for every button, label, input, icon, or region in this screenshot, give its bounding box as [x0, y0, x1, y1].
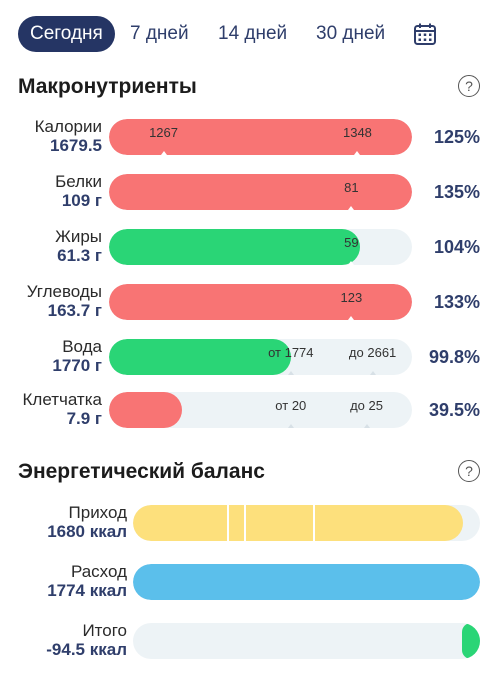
macro-row-fiber: Клетчатка 7.9 г от 20 до 25 39.5% — [0, 390, 497, 430]
energy-progress-bar — [133, 623, 480, 659]
energy-value: -94.5 ккал — [46, 640, 127, 659]
macro-name: Белки — [55, 172, 102, 191]
macro-percent: 135% — [433, 182, 480, 202]
macro-target-marker: от 1774 — [268, 345, 314, 360]
macros-help-icon[interactable]: ? — [458, 75, 480, 97]
macro-value: 1770 г — [52, 356, 102, 375]
macro-name: Вода — [62, 337, 102, 356]
macro-value: 1679.5 — [50, 136, 102, 155]
macro-value: 61.3 г — [57, 246, 102, 265]
macro-row-carbs: Углеводы 163.7 г 123 133% — [0, 282, 497, 322]
macro-value: 163.7 г — [47, 301, 102, 320]
macro-row-fat: Жиры 61.3 г 59 104% — [0, 227, 497, 267]
macro-label: Калории 1679.5 — [35, 117, 102, 155]
energy-row-expense: Расход 1774 ккал — [0, 562, 497, 602]
energy-row-income: Приход 1680 ккал — [0, 503, 497, 543]
macro-progress-bar: 1267 1348 — [109, 119, 412, 155]
energy-progress-bar — [133, 505, 480, 541]
macro-target-tick — [287, 424, 294, 428]
macro-progress-bar: 123 — [109, 284, 412, 320]
tab-14-days[interactable]: 14 дней — [218, 23, 288, 44]
energy-progress-fill — [133, 505, 463, 541]
macro-value: 7.9 г — [66, 409, 102, 428]
energy-label: Итого -94.5 ккал — [46, 621, 127, 659]
energy-segment-divider — [313, 505, 316, 541]
energy-label: Приход 1680 ккал — [47, 503, 127, 541]
macro-target-tick — [363, 424, 370, 428]
energy-segment-divider — [226, 505, 229, 541]
macro-target-marker: до 2661 — [348, 345, 397, 360]
macro-target-tick — [369, 371, 376, 375]
energy-value: 1680 ккал — [47, 522, 127, 541]
macro-progress-bar: 59 — [109, 229, 412, 265]
macro-target-tick — [354, 151, 361, 155]
macro-target-tick — [160, 151, 167, 155]
macro-target-marker: 123 — [340, 290, 363, 305]
macro-percent: 99.8% — [428, 347, 480, 367]
energy-progress-bar — [133, 564, 480, 600]
macro-label: Углеводы 163.7 г — [27, 282, 102, 320]
macro-target-tick — [348, 206, 355, 210]
macro-row-calories: Калории 1679.5 1267 1348 125% — [0, 117, 497, 157]
macro-target-marker: 81 — [344, 180, 359, 195]
calendar-icon[interactable] — [413, 22, 437, 46]
tab-today[interactable]: Сегодня — [18, 16, 115, 52]
energy-segment-divider — [244, 505, 247, 541]
macro-label: Белки 109 г — [55, 172, 102, 210]
energy-title: Энергетический баланс — [18, 460, 265, 483]
macros-title: Макронутриенты — [18, 75, 197, 98]
tab-30-days[interactable]: 30 дней — [316, 23, 386, 44]
macro-target-tick — [287, 371, 294, 375]
macro-progress-bar: от 20 до 25 — [109, 392, 412, 428]
macro-progress-fill — [109, 174, 412, 210]
macro-target-marker: до 25 — [350, 398, 383, 413]
macro-percent: 39.5% — [428, 400, 480, 420]
energy-value: 1774 ккал — [47, 581, 127, 600]
macro-progress-fill — [109, 392, 182, 428]
macro-name: Клетчатка — [22, 390, 103, 409]
macro-value: 109 г — [61, 191, 102, 210]
macro-progress-bar: 81 — [109, 174, 412, 210]
macro-progress-bar: от 1774 до 2661 — [109, 339, 412, 375]
energy-name: Итого — [82, 621, 127, 640]
macro-percent: 133% — [433, 292, 480, 312]
macro-row-protein: Белки 109 г 81 135% — [0, 172, 497, 212]
macro-name: Углеводы — [26, 282, 102, 301]
macro-label: Вода 1770 г — [52, 337, 102, 375]
energy-name: Расход — [70, 562, 127, 581]
macro-percent: 104% — [433, 237, 480, 257]
energy-progress-fill — [133, 564, 480, 600]
macro-target-tick — [348, 261, 355, 265]
macro-target-marker: 1348 — [342, 125, 372, 140]
macro-row-water: Вода 1770 г от 1774 до 2661 99.8% — [0, 337, 497, 377]
macro-percent: 125% — [433, 127, 480, 147]
macro-target-marker: 1267 — [149, 125, 178, 140]
macro-label: Клетчатка 7.9 г — [23, 390, 103, 428]
macro-progress-fill — [109, 229, 361, 265]
energy-help-icon[interactable]: ? — [458, 460, 480, 482]
macro-target-marker: 59 — [344, 235, 359, 250]
energy-label: Расход 1774 ккал — [47, 562, 127, 600]
macro-target-marker: от 20 — [275, 398, 307, 413]
tab-7-days[interactable]: 7 дней — [130, 23, 189, 44]
macro-progress-fill — [109, 339, 291, 375]
macro-name: Калории — [34, 117, 102, 136]
energy-name: Приход — [68, 503, 127, 522]
period-tabs: Сегодня 7 дней 14 дней 30 дней — [18, 16, 479, 52]
macro-progress-fill — [109, 284, 412, 320]
macro-label: Жиры 61.3 г — [55, 227, 102, 265]
macro-name: Жиры — [55, 227, 102, 246]
macro-progress-fill — [109, 119, 412, 155]
macro-target-tick — [348, 316, 355, 320]
energy-row-total: Итого -94.5 ккал — [0, 621, 497, 661]
energy-progress-fill — [461, 623, 480, 659]
